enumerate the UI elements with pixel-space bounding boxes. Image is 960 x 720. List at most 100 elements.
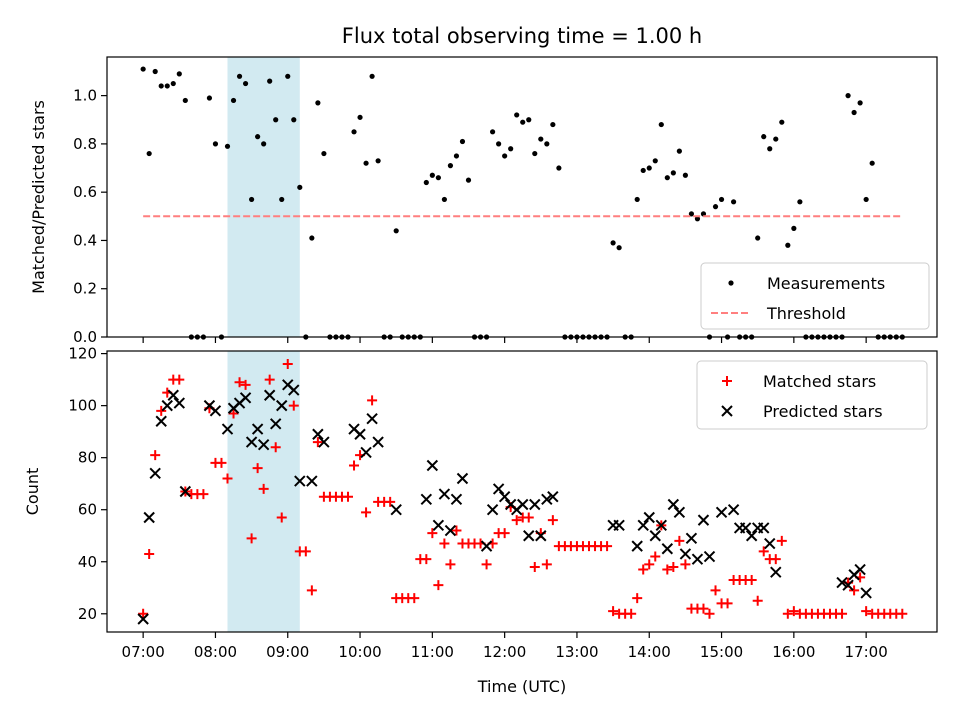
data-point <box>498 490 511 503</box>
data-point <box>156 405 167 416</box>
data-point <box>650 551 661 562</box>
data-point <box>270 442 281 453</box>
data-point <box>897 608 908 619</box>
data-point <box>158 83 164 89</box>
data-point <box>715 506 728 519</box>
data-point <box>526 117 532 123</box>
data-point <box>643 511 655 524</box>
data-point <box>291 117 297 123</box>
data-point <box>149 467 161 479</box>
data-point <box>179 485 192 498</box>
data-point <box>421 554 432 565</box>
data-point <box>861 606 872 617</box>
data-point <box>306 475 318 487</box>
data-point <box>529 561 540 572</box>
data-point <box>782 608 793 619</box>
data-point <box>698 603 709 614</box>
data-point <box>164 83 170 89</box>
y-axis-label: Matched/Predicted stars <box>29 100 48 294</box>
data-point <box>550 121 556 128</box>
data-point <box>315 100 321 106</box>
data-point <box>523 512 534 523</box>
data-point <box>264 374 275 385</box>
data-point <box>444 524 457 537</box>
y-axis-label: Count <box>23 468 42 516</box>
legend-box <box>700 262 930 330</box>
data-point <box>230 97 237 104</box>
data-point <box>321 150 327 157</box>
data-point <box>252 463 263 474</box>
y-tick-label: 0.4 <box>73 231 97 249</box>
data-point <box>209 405 222 417</box>
data-point <box>632 593 643 604</box>
data-point <box>646 165 652 171</box>
data-point <box>776 535 787 546</box>
y-tick-label: 0.6 <box>73 183 97 201</box>
data-point <box>228 408 239 419</box>
data-point <box>318 436 330 448</box>
x-tick-label: 07:00 <box>122 643 165 661</box>
data-point <box>423 179 429 186</box>
data-point <box>393 228 399 234</box>
data-point <box>616 245 622 251</box>
data-point <box>255 134 261 140</box>
data-point <box>276 399 288 412</box>
x-tick-label: 12:00 <box>483 643 526 661</box>
data-point <box>342 491 353 502</box>
data-point <box>691 553 704 565</box>
data-point <box>652 158 658 164</box>
data-point <box>791 225 797 231</box>
data-point <box>685 532 698 545</box>
x-tick-label: 09:00 <box>266 643 309 661</box>
data-point <box>367 395 378 406</box>
data-point <box>514 112 520 118</box>
data-point <box>704 608 715 619</box>
data-point <box>176 71 182 77</box>
data-point <box>257 438 270 451</box>
data-point <box>842 579 854 591</box>
data-point <box>544 141 550 147</box>
axes-frame <box>106 350 938 633</box>
axes-frame <box>106 56 938 338</box>
data-point <box>273 117 279 123</box>
data-point <box>667 498 680 511</box>
data-point <box>529 498 541 511</box>
data-point <box>312 428 324 440</box>
data-point <box>739 522 752 534</box>
data-point <box>845 93 851 99</box>
data-point <box>288 400 299 411</box>
y-tick-label: 40 <box>78 553 97 571</box>
highlight-span <box>227 57 300 337</box>
data-point <box>239 392 252 404</box>
data-point <box>752 595 763 606</box>
y-tick-label: 1.0 <box>73 87 97 105</box>
data-point <box>480 540 493 552</box>
data-point <box>146 150 152 157</box>
data-point <box>703 550 716 563</box>
data-point <box>390 504 402 516</box>
data-point <box>869 160 875 166</box>
data-point <box>451 525 462 536</box>
data-point <box>608 606 619 617</box>
data-point <box>785 242 791 248</box>
data-point <box>640 167 646 174</box>
data-point <box>682 172 688 178</box>
data-point <box>300 546 311 557</box>
data-point <box>535 530 547 542</box>
data-point <box>297 184 303 190</box>
legend: Measurements Threshold <box>700 262 930 330</box>
x-axis-label: Time (UTC) <box>477 677 566 696</box>
data-point <box>486 504 499 516</box>
x-tick-label: 13:00 <box>555 643 598 661</box>
data-point <box>626 608 637 619</box>
data-point <box>435 175 441 181</box>
data-point <box>372 436 384 448</box>
data-point <box>694 216 701 222</box>
data-point <box>351 129 357 135</box>
data-point <box>638 564 649 575</box>
legend-entry-label: Measurements <box>767 274 885 293</box>
data-point <box>170 80 176 87</box>
data-point <box>294 475 306 487</box>
data-point <box>279 196 285 203</box>
y-tick-label: 0.8 <box>73 135 97 153</box>
